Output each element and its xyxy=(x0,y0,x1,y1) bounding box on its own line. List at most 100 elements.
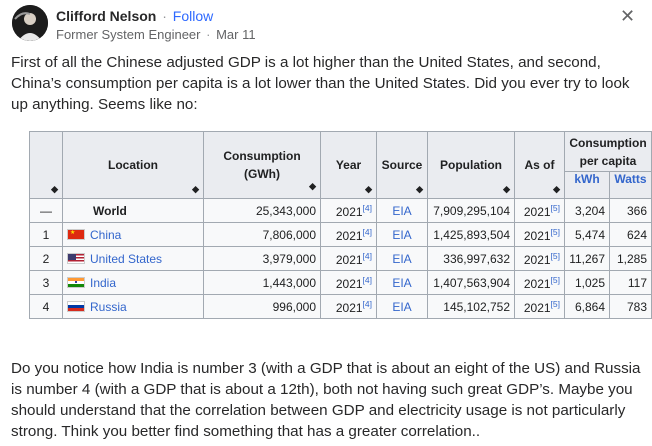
electricity-consumption-table: ◆ Location ◆ Consumption (GWh) ◆ Year ◆ Sou… xyxy=(29,131,652,319)
source-cell: EIA xyxy=(376,198,428,223)
russia-flag-icon xyxy=(67,300,85,312)
year-header[interactable]: Year ◆ xyxy=(320,131,377,199)
rank-cell: 2 xyxy=(29,246,63,271)
population-cell: 145,102,752 xyxy=(427,294,515,319)
table-row: — World 25,343,000 2021[4] EIA 7,909,295… xyxy=(29,198,652,223)
source-cell: EIA xyxy=(376,270,428,295)
as-of-cell: 2021[5] xyxy=(514,198,565,223)
citation-link[interactable]: [5] xyxy=(550,226,560,237)
post-paragraph-1: First of all the Chinese adjusted GDP is… xyxy=(11,54,630,113)
watts-cell: 117 xyxy=(609,270,652,295)
consumption-cell: 3,979,000 xyxy=(203,246,321,271)
location-link[interactable]: United States xyxy=(90,251,163,266)
sort-icon[interactable]: ◆ xyxy=(553,184,560,194)
citation-link[interactable]: [5] xyxy=(550,298,560,309)
author-credential: Former System Engineer xyxy=(56,27,201,42)
rank-cell: 1 xyxy=(29,222,63,247)
sort-icon[interactable]: ◆ xyxy=(192,184,199,194)
location-cell: United States xyxy=(62,246,204,271)
sort-icon[interactable]: ◆ xyxy=(309,181,316,191)
table-row: 2 United States 3,979,000 2021[4] EIA 33… xyxy=(29,246,652,271)
watts-header[interactable]: Watts xyxy=(609,171,652,199)
avatar[interactable] xyxy=(12,5,48,41)
source-link[interactable]: EIA xyxy=(392,275,412,290)
location-link[interactable]: India xyxy=(90,275,117,290)
source-cell: EIA xyxy=(376,294,428,319)
citation-link[interactable]: [5] xyxy=(550,250,560,261)
as-of-header[interactable]: As of ◆ xyxy=(514,131,565,199)
location-cell: Russia xyxy=(62,294,204,319)
india-flag-icon xyxy=(67,276,85,288)
watts-cell: 1,285 xyxy=(609,246,652,271)
location-header[interactable]: Location ◆ xyxy=(62,131,204,199)
close-icon[interactable]: ✕ xyxy=(620,6,636,26)
as-of-cell: 2021[5] xyxy=(514,246,565,271)
sort-icon[interactable]: ◆ xyxy=(503,184,510,194)
consumption-header[interactable]: Consumption (GWh) ◆ xyxy=(203,131,321,199)
watts-cell: 783 xyxy=(609,294,652,319)
kwh-cell: 5,474 xyxy=(564,222,610,247)
author-line: Clifford Nelson · Follow xyxy=(56,8,213,24)
author-name[interactable]: Clifford Nelson xyxy=(56,8,157,24)
sort-icon[interactable]: ◆ xyxy=(51,184,58,194)
kwh-cell: 1,025 xyxy=(564,270,610,295)
us-flag-icon xyxy=(67,252,85,264)
source-link[interactable]: EIA xyxy=(392,299,412,314)
year-cell: 2021[4] xyxy=(320,222,377,247)
citation-link[interactable]: [4] xyxy=(362,274,372,285)
table-row: 3 India 1,443,000 2021[4] EIA 1,407,563,… xyxy=(29,270,652,295)
watts-cell: 624 xyxy=(609,222,652,247)
location-cell: World xyxy=(62,198,204,223)
consumption-cell: 7,806,000 xyxy=(203,222,321,247)
post-date[interactable]: Mar 11 xyxy=(216,27,256,42)
rank-cell: 3 xyxy=(29,270,63,295)
kwh-header[interactable]: kWh xyxy=(564,171,610,199)
year-cell: 2021[4] xyxy=(320,246,377,271)
table-row: 1 ★ China 7,806,000 2021[4] EIA 1,425,893… xyxy=(29,222,652,247)
post-paragraph-2: Do you notice how India is number 3 (wit… xyxy=(11,360,641,440)
population-cell: 1,407,563,904 xyxy=(427,270,515,295)
per-capita-header: Consumption per capita xyxy=(564,131,652,172)
citation-link[interactable]: [5] xyxy=(550,274,560,285)
follow-button[interactable]: Follow xyxy=(172,8,214,24)
china-flag-icon: ★ xyxy=(67,228,85,240)
location-link[interactable]: Russia xyxy=(90,299,127,314)
location-cell: India xyxy=(62,270,204,295)
source-link[interactable]: EIA xyxy=(392,227,412,242)
source-header[interactable]: Source ◆ xyxy=(376,131,428,199)
author-credential-line: Former System Engineer · Mar 11 xyxy=(56,27,256,42)
kwh-cell: 11,267 xyxy=(564,246,610,271)
year-cell: 2021[4] xyxy=(320,294,377,319)
sort-icon[interactable]: ◆ xyxy=(416,184,423,194)
year-cell: 2021[4] xyxy=(320,270,377,295)
citation-link[interactable]: [4] xyxy=(362,298,372,309)
as-of-cell: 2021[5] xyxy=(514,294,565,319)
rank-header[interactable]: ◆ xyxy=(29,131,63,199)
separator-dot: · xyxy=(206,27,211,42)
location-cell: ★ China xyxy=(62,222,204,247)
population-header[interactable]: Population ◆ xyxy=(427,131,515,199)
year-cell: 2021[4] xyxy=(320,198,377,223)
source-cell: EIA xyxy=(376,222,428,247)
citation-link[interactable]: [4] xyxy=(362,226,372,237)
citation-link[interactable]: [5] xyxy=(550,202,560,213)
population-cell: 1,425,893,504 xyxy=(427,222,515,247)
consumption-cell: 1,443,000 xyxy=(203,270,321,295)
population-cell: 336,997,632 xyxy=(427,246,515,271)
location-link[interactable]: China xyxy=(90,227,122,242)
table-row: 4 Russia 996,000 2021[4] EIA 145,102,752… xyxy=(29,294,652,319)
rank-cell: — xyxy=(29,198,63,223)
kwh-cell: 6,864 xyxy=(564,294,610,319)
source-link[interactable]: EIA xyxy=(392,203,412,218)
as-of-cell: 2021[5] xyxy=(514,270,565,295)
sort-icon[interactable]: ◆ xyxy=(365,184,372,194)
citation-link[interactable]: [4] xyxy=(362,250,372,261)
kwh-cell: 3,204 xyxy=(564,198,610,223)
citation-link[interactable]: [4] xyxy=(362,202,372,213)
population-cell: 7,909,295,104 xyxy=(427,198,515,223)
rank-cell: 4 xyxy=(29,294,63,319)
consumption-cell: 25,343,000 xyxy=(203,198,321,223)
watts-cell: 366 xyxy=(609,198,652,223)
as-of-cell: 2021[5] xyxy=(514,222,565,247)
source-link[interactable]: EIA xyxy=(392,251,412,266)
